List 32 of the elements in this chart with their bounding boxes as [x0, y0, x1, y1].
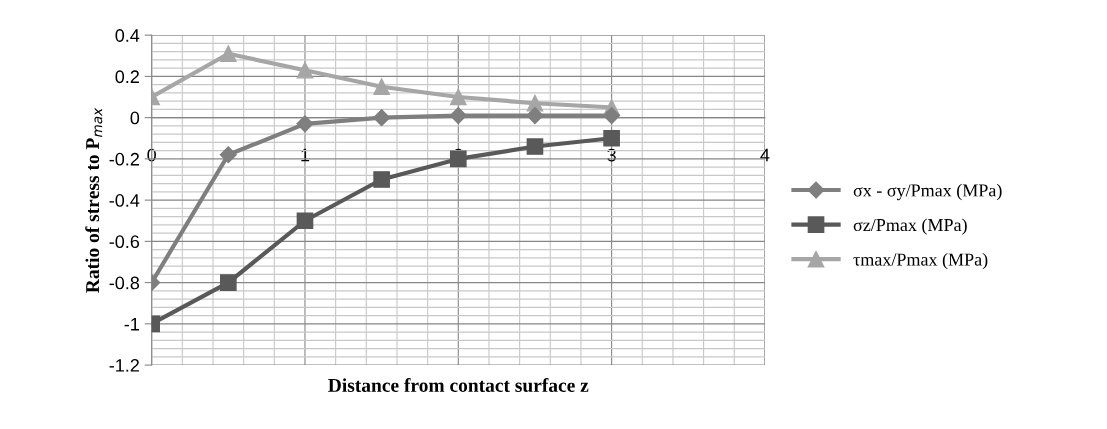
y-tick-label: -0.4	[109, 194, 140, 207]
point	[373, 78, 390, 96]
y-axis-title: Ratio of stress to P$_{max}$	[85, 107, 103, 293]
legend-label: τmax/Pmax (MPa)	[853, 252, 988, 270]
y-tick-label: -1.2	[109, 359, 139, 372]
x-tick-label: 4	[760, 148, 770, 162]
x-tick-label: 0	[147, 148, 156, 162]
x-axis-title: Distance from contact surface z	[328, 378, 589, 392]
point	[219, 45, 237, 63]
point	[296, 212, 314, 230]
y-tick-label: 0.2	[115, 70, 139, 84]
point	[373, 109, 391, 127]
point	[526, 138, 544, 155]
legend-label: σx - σy/Pmax (MPa)	[853, 183, 1002, 201]
y-tick-label: -0.6	[109, 235, 140, 249]
y-tick-label: -1	[124, 317, 139, 331]
y-tick-label: -0.8	[109, 276, 140, 290]
y-tick-label: 0.4	[115, 29, 140, 42]
point	[219, 146, 237, 164]
y-tick-label: -0.2	[109, 152, 139, 166]
point	[603, 129, 620, 147]
legend-label: σz/Pmax (MPa)	[853, 218, 967, 235]
point	[603, 107, 621, 125]
point	[449, 150, 467, 168]
point	[219, 274, 237, 291]
point	[373, 171, 390, 188]
point	[296, 115, 314, 133]
point	[449, 88, 467, 106]
point	[449, 107, 467, 125]
y-tick-label: 0	[130, 111, 140, 125]
point	[526, 107, 544, 125]
point	[296, 61, 314, 79]
